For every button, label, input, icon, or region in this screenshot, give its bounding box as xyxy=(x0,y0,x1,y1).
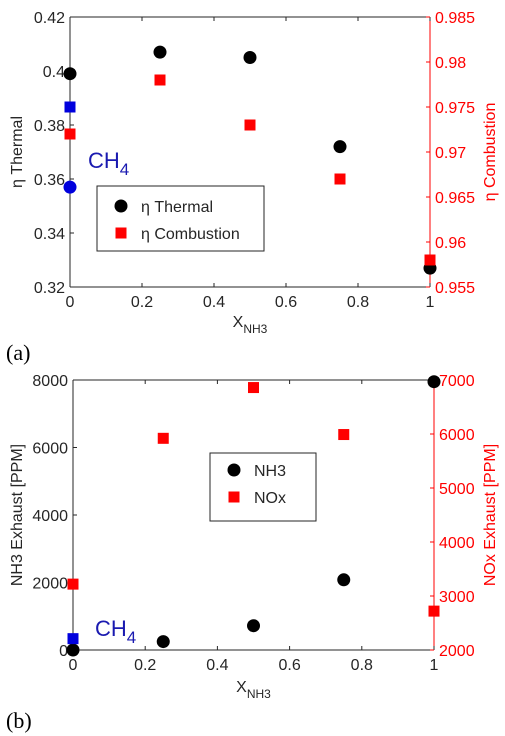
ch4-annotation: CH4 xyxy=(88,148,129,179)
y-right-tick-label: 4000 xyxy=(439,535,475,552)
legend-box xyxy=(96,185,265,252)
data-point--combustion xyxy=(334,173,346,185)
legend-marker xyxy=(228,491,240,503)
data-point-nh3 xyxy=(337,573,351,587)
x-tick-label: 0.2 xyxy=(134,657,156,674)
data-point-nox xyxy=(248,382,259,394)
data-point-ch4 xyxy=(67,633,79,645)
y-left-axis-label: η Thermal xyxy=(9,116,26,188)
x-tick-label: 0.6 xyxy=(275,294,297,311)
y-right-tick-label: 0.985 xyxy=(435,10,475,27)
data-point--thermal xyxy=(63,67,77,81)
data-point-nox xyxy=(67,578,79,590)
panel-label: (b) xyxy=(6,708,32,733)
y-left-axis-label: NH3 Exhaust [PPM] xyxy=(9,444,26,586)
legend-label: η Combustion xyxy=(141,226,240,243)
x-tick-label: 0.4 xyxy=(203,294,225,311)
x-tick-label: 0.4 xyxy=(206,657,228,674)
legend-marker xyxy=(227,463,241,477)
ch4-annotation: CH4 xyxy=(95,616,136,647)
y-left-tick-label: 0.36 xyxy=(34,172,65,189)
y-left-tick-label: 4000 xyxy=(32,508,68,525)
data-point--combustion xyxy=(64,128,76,140)
data-point-ch4 xyxy=(63,180,77,194)
y-left-tick-label: 0 xyxy=(59,643,68,660)
x-tick-label: 0.2 xyxy=(131,294,153,311)
y-left-tick-label: 0.38 xyxy=(34,118,65,135)
x-tick-label: 0.8 xyxy=(351,657,373,674)
chart-panel-b: 0 0.2 0.4 0.6 0.8 1 0 2000 4000 6000 8000 2000 3000 4… xyxy=(6,373,499,733)
legend-marker xyxy=(114,199,128,213)
y-right-axis-label: NOx Exhaust [PPM] xyxy=(482,444,499,586)
data-point-nh3 xyxy=(156,635,170,649)
y-right-tick-label: 0.96 xyxy=(435,235,466,252)
y-right-tick-label: 0.975 xyxy=(435,100,475,117)
legend-label: NOx xyxy=(254,490,286,507)
panel-label: (a) xyxy=(6,340,30,365)
data-point--thermal xyxy=(153,45,167,59)
data-point-nox xyxy=(338,429,350,441)
y-left-tick-label: 0.42 xyxy=(34,10,65,27)
data-point--combustion xyxy=(424,254,436,266)
y-right-tick-label: 3000 xyxy=(439,589,475,606)
y-left-tick-label: 8000 xyxy=(32,373,68,390)
y-right-tick-label: 0.955 xyxy=(435,280,475,297)
x-tick-label: 0.6 xyxy=(278,657,300,674)
y-right-tick-label: 2000 xyxy=(439,643,475,660)
x-tick-label: 0.8 xyxy=(347,294,369,311)
data-point--combustion xyxy=(244,119,256,131)
x-axis-label-sub: NH3 xyxy=(247,687,271,701)
x-tick-label: 1 xyxy=(430,657,439,674)
y-right-tick-label: 0.98 xyxy=(435,55,466,72)
data-point-nh3 xyxy=(427,375,441,389)
x-tick-label: 0 xyxy=(69,657,78,674)
data-point-nox xyxy=(428,605,440,617)
y-right-tick-label: 5000 xyxy=(439,481,475,498)
y-left-tick-label: 0.32 xyxy=(34,280,65,297)
x-axis-label: XNH3 xyxy=(233,314,268,336)
legend-box xyxy=(209,452,317,522)
data-point-nh3 xyxy=(247,619,260,633)
x-axis-label-main: X xyxy=(233,314,244,331)
y-right-axis-label: η Combustion xyxy=(482,103,499,202)
data-point-ch4 xyxy=(64,101,76,113)
legend-marker xyxy=(115,227,127,239)
y-left-tick-label: 0.34 xyxy=(34,226,65,243)
chart-panel-a: 0 0.2 0.4 0.6 0.8 1 0.32 0.34 0.36 0.38 0.4 0.42 0.9… xyxy=(6,10,499,365)
x-axis-label: XNH3 xyxy=(236,679,271,701)
y-right-tick-label: 0.97 xyxy=(435,145,466,162)
legend-label: NH3 xyxy=(254,463,286,480)
y-left-tick-label: 0.4 xyxy=(43,64,65,81)
y-left-tick-label: 2000 xyxy=(32,576,68,593)
y-left-tick-label: 6000 xyxy=(32,441,68,458)
y-right-tick-label: 7000 xyxy=(439,373,475,390)
x-tick-label: 1 xyxy=(426,294,435,311)
data-point--combustion xyxy=(154,74,166,86)
data-point--thermal xyxy=(243,51,257,64)
data-point-nh3 xyxy=(66,643,80,657)
x-axis-label-sub: NH3 xyxy=(243,322,267,336)
legend-label: η Thermal xyxy=(141,199,213,216)
data-point--thermal xyxy=(333,140,347,154)
data-point-nox xyxy=(157,432,169,444)
x-axis-label-main: X xyxy=(236,679,247,696)
y-right-tick-label: 0.965 xyxy=(435,190,475,207)
y-right-tick-label: 6000 xyxy=(439,427,475,444)
x-tick-label: 0 xyxy=(66,294,75,311)
